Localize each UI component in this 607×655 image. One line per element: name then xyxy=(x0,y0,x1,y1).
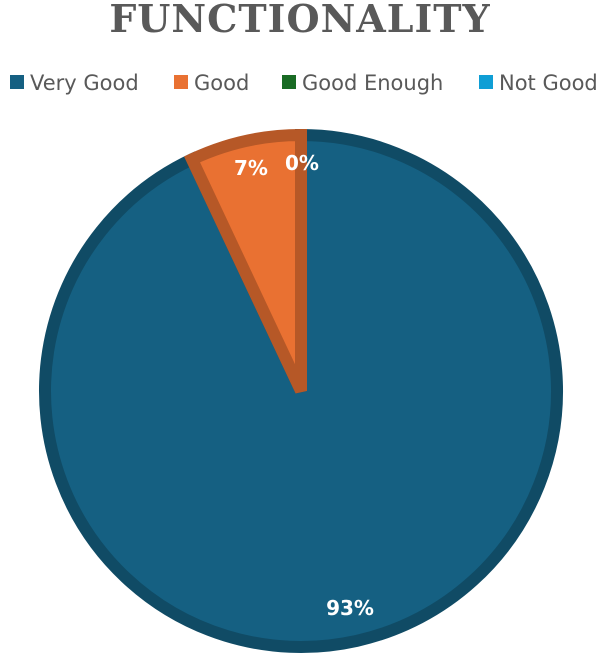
data-labels: 93% 7% 0% xyxy=(234,151,374,620)
legend-swatch-good xyxy=(174,75,188,89)
legend-item-good: Good xyxy=(174,71,249,95)
data-label-good: 7% xyxy=(234,156,268,180)
pie-slice-good xyxy=(184,128,307,394)
legend-label-very-good: Very Good xyxy=(30,71,139,95)
legend-item-good-enough: Good Enough xyxy=(282,71,443,95)
chart-title: FUNCTIONALITY xyxy=(109,0,490,41)
data-label-very-good: 93% xyxy=(326,596,374,620)
legend-swatch-good-enough xyxy=(282,75,296,89)
data-label-good-enough: 0% xyxy=(285,151,319,175)
legend-swatch-not-good xyxy=(479,75,493,89)
legend-swatch-very-good xyxy=(10,75,24,89)
legend-item-not-good: Not Good xyxy=(479,71,598,95)
legend-item-very-good: Very Good xyxy=(10,71,139,95)
legend-label-good: Good xyxy=(194,71,249,95)
legend: Very Good Good Good Enough Not Good xyxy=(10,71,598,95)
pie-slices xyxy=(39,128,563,653)
legend-label-good-enough: Good Enough xyxy=(302,71,443,95)
legend-label-not-good: Not Good xyxy=(499,71,598,95)
